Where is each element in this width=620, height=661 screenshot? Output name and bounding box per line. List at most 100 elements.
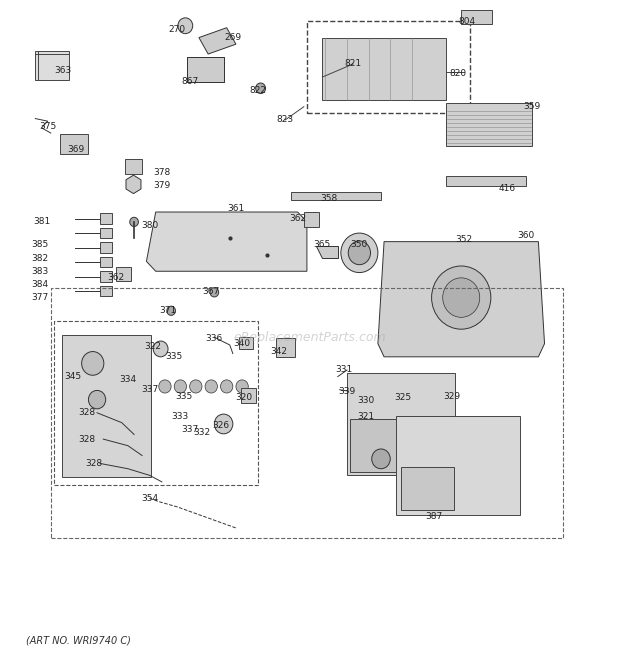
Text: 328: 328 — [78, 434, 95, 444]
Text: 322: 322 — [144, 342, 161, 352]
Text: 339: 339 — [339, 387, 356, 395]
Text: 335: 335 — [175, 392, 192, 401]
Polygon shape — [199, 28, 236, 54]
Text: 416: 416 — [499, 184, 516, 194]
FancyBboxPatch shape — [350, 419, 402, 472]
Circle shape — [443, 278, 480, 317]
Circle shape — [341, 233, 378, 272]
FancyBboxPatch shape — [100, 228, 112, 239]
Text: 337: 337 — [141, 385, 158, 394]
Circle shape — [174, 380, 187, 393]
Text: 333: 333 — [172, 412, 189, 420]
Text: 379: 379 — [153, 181, 170, 190]
Text: 335: 335 — [166, 352, 183, 362]
Polygon shape — [316, 247, 338, 258]
FancyBboxPatch shape — [100, 243, 112, 253]
Text: 336: 336 — [206, 334, 223, 343]
FancyBboxPatch shape — [304, 212, 319, 227]
FancyBboxPatch shape — [291, 192, 381, 200]
Text: 367: 367 — [203, 286, 220, 295]
Text: 362: 362 — [107, 274, 124, 282]
Polygon shape — [146, 212, 307, 271]
Text: 821: 821 — [345, 59, 361, 69]
FancyBboxPatch shape — [446, 176, 526, 186]
Text: 270: 270 — [169, 24, 186, 34]
Text: 354: 354 — [141, 494, 158, 503]
Circle shape — [432, 266, 491, 329]
Circle shape — [215, 414, 233, 434]
FancyBboxPatch shape — [187, 57, 224, 82]
Circle shape — [130, 217, 138, 227]
Polygon shape — [378, 242, 544, 357]
Text: 362: 362 — [289, 214, 306, 223]
Text: 340: 340 — [234, 339, 250, 348]
Text: (ART NO. WRI9740 C): (ART NO. WRI9740 C) — [26, 635, 131, 645]
FancyBboxPatch shape — [100, 256, 112, 267]
FancyBboxPatch shape — [62, 335, 151, 477]
Text: 820: 820 — [450, 69, 467, 78]
Text: 378: 378 — [153, 168, 170, 177]
Circle shape — [178, 18, 193, 34]
Circle shape — [167, 306, 175, 315]
Text: 360: 360 — [518, 231, 534, 239]
Circle shape — [210, 288, 219, 297]
FancyBboxPatch shape — [322, 38, 446, 100]
Text: 375: 375 — [39, 122, 56, 131]
Circle shape — [221, 380, 233, 393]
FancyBboxPatch shape — [446, 103, 532, 146]
Text: 365: 365 — [314, 241, 331, 249]
FancyBboxPatch shape — [35, 51, 69, 81]
FancyBboxPatch shape — [396, 416, 520, 515]
FancyBboxPatch shape — [187, 57, 224, 82]
Circle shape — [82, 352, 104, 375]
FancyBboxPatch shape — [60, 134, 88, 154]
Text: 342: 342 — [271, 347, 288, 356]
Text: 320: 320 — [236, 393, 252, 402]
Text: 384: 384 — [32, 280, 49, 289]
Text: 822: 822 — [249, 86, 266, 95]
Text: 381: 381 — [33, 217, 50, 227]
FancyBboxPatch shape — [276, 338, 294, 357]
Text: 361: 361 — [228, 204, 244, 214]
Text: 380: 380 — [141, 221, 158, 229]
Text: 359: 359 — [523, 102, 541, 111]
FancyBboxPatch shape — [100, 286, 112, 296]
Text: 804: 804 — [459, 17, 476, 26]
Text: 350: 350 — [351, 241, 368, 249]
Circle shape — [153, 341, 168, 357]
Text: 358: 358 — [320, 194, 337, 204]
Circle shape — [236, 380, 248, 393]
Text: 387: 387 — [425, 512, 442, 521]
FancyBboxPatch shape — [239, 337, 252, 349]
Circle shape — [348, 241, 371, 264]
Text: 363: 363 — [55, 66, 72, 75]
Text: 345: 345 — [64, 372, 81, 381]
Circle shape — [89, 391, 105, 408]
Text: 332: 332 — [193, 428, 211, 437]
FancyBboxPatch shape — [241, 389, 256, 403]
Text: 325: 325 — [394, 393, 411, 402]
Text: 867: 867 — [181, 77, 198, 86]
Text: 328: 328 — [86, 459, 102, 468]
Text: 337: 337 — [181, 425, 198, 434]
Circle shape — [205, 380, 218, 393]
FancyBboxPatch shape — [115, 266, 131, 281]
FancyBboxPatch shape — [347, 373, 455, 475]
Text: 331: 331 — [335, 366, 353, 375]
Text: 321: 321 — [357, 412, 374, 420]
Text: 371: 371 — [159, 306, 177, 315]
Circle shape — [190, 380, 202, 393]
FancyBboxPatch shape — [125, 159, 142, 174]
Text: 329: 329 — [443, 392, 461, 401]
Text: 326: 326 — [212, 422, 229, 430]
Text: 330: 330 — [357, 397, 374, 405]
Text: 352: 352 — [456, 235, 473, 244]
Text: 823: 823 — [277, 116, 294, 124]
Text: 269: 269 — [224, 33, 241, 42]
FancyBboxPatch shape — [461, 10, 492, 24]
FancyBboxPatch shape — [100, 214, 112, 224]
Circle shape — [159, 380, 171, 393]
Text: 385: 385 — [32, 241, 49, 249]
Text: 328: 328 — [78, 408, 95, 417]
Circle shape — [255, 83, 265, 94]
